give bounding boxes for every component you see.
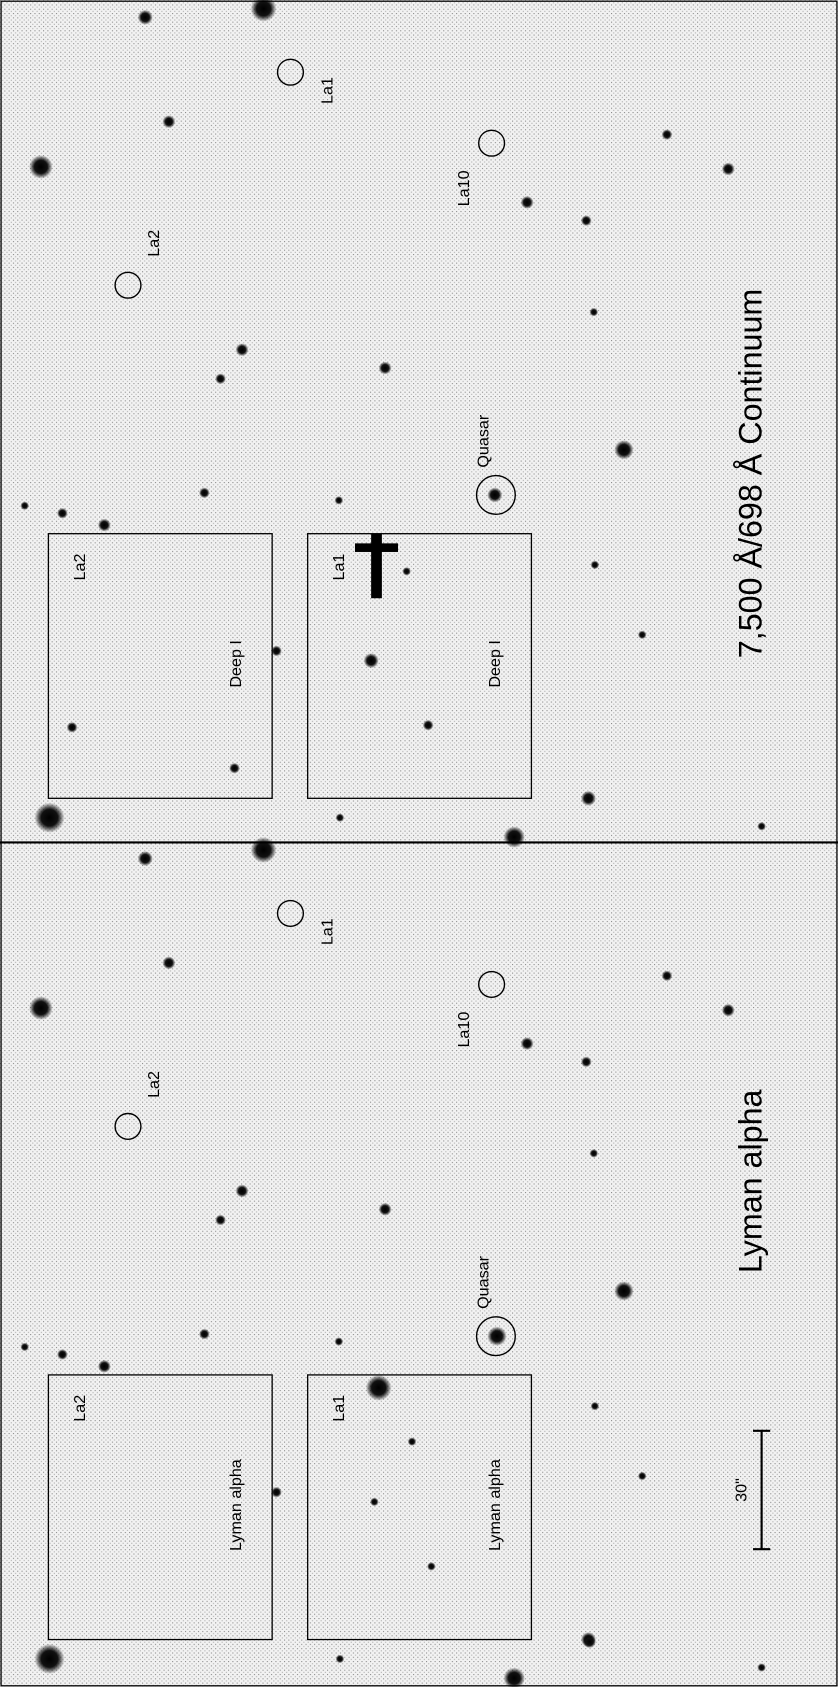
saturation-bleed [355, 543, 398, 552]
page: La1 La10 La2 Quasar La2 Deep I La1 Deep I 7,500 … [0, 0, 838, 1687]
inset-filter: Lyman alpha [486, 1459, 504, 1551]
star [581, 1056, 592, 1067]
star [229, 763, 240, 774]
star [335, 1337, 344, 1346]
star [138, 10, 153, 25]
star [236, 343, 249, 356]
star [521, 196, 534, 209]
star [402, 567, 411, 576]
star [20, 501, 29, 510]
star [336, 813, 345, 822]
source-label: La2 [145, 1071, 163, 1098]
star [427, 1562, 436, 1571]
star [757, 822, 766, 831]
source-label: La1 [318, 918, 336, 945]
star [487, 487, 502, 502]
star [581, 791, 596, 806]
star [29, 155, 53, 179]
star [408, 1437, 417, 1446]
star [199, 1329, 210, 1340]
star [614, 440, 633, 459]
inset-label: La2 [71, 1395, 89, 1422]
star [29, 996, 53, 1020]
inset-filter: Deep I [227, 640, 245, 688]
star [366, 1375, 392, 1401]
star [20, 1343, 29, 1352]
star [662, 970, 673, 981]
image: La1 La10 La2 Quasar La2 Deep I La1 Deep I 7,500 … [0, 0, 838, 1687]
star [215, 373, 226, 384]
star [364, 653, 379, 668]
scale-bar-label: 30" [733, 1478, 751, 1502]
inset-label: La2 [71, 554, 89, 581]
star [98, 1360, 111, 1373]
star [199, 487, 210, 498]
star [379, 1203, 392, 1216]
source-label: La1 [318, 77, 336, 104]
star [590, 1149, 599, 1158]
inset-filter: Deep I [486, 640, 504, 688]
star [487, 1327, 506, 1346]
source-label: Quasar [474, 1255, 492, 1309]
panel-title: 7,500 Å/698 Å Continuum [733, 289, 769, 659]
source-label: La10 [455, 170, 473, 206]
inset-label: La1 [330, 554, 348, 581]
star [57, 1349, 68, 1360]
star [98, 519, 111, 532]
panel-title: Lyman alpha [733, 1089, 769, 1273]
star [162, 115, 175, 128]
star [722, 1004, 735, 1017]
star [34, 803, 64, 833]
star [57, 508, 68, 519]
source-label: Quasar [474, 414, 492, 468]
star [581, 215, 592, 226]
star [67, 722, 78, 733]
star [34, 1644, 64, 1674]
star [662, 129, 673, 140]
star [614, 1281, 633, 1300]
star [638, 1472, 647, 1481]
star [591, 561, 600, 570]
star [370, 1498, 379, 1507]
star [757, 1663, 766, 1672]
star [138, 851, 153, 866]
star [722, 163, 735, 176]
star [251, 837, 277, 863]
inset-filter: Lyman alpha [227, 1459, 245, 1551]
star [379, 362, 392, 375]
star [521, 1037, 534, 1050]
source-label: La2 [145, 230, 163, 257]
star [162, 956, 175, 969]
star [591, 1402, 600, 1411]
star [503, 826, 525, 848]
star [336, 1655, 345, 1664]
source-label: La10 [455, 1012, 473, 1048]
inset-label: La1 [330, 1395, 348, 1422]
star [590, 308, 599, 317]
star [335, 496, 344, 505]
star [583, 1635, 596, 1648]
star [638, 631, 647, 640]
star [423, 720, 434, 731]
star [236, 1185, 249, 1198]
star [215, 1215, 226, 1226]
